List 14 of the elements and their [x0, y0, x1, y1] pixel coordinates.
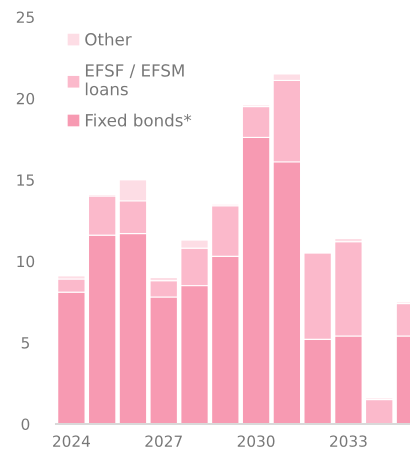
y-tick-label: 15: [17, 174, 34, 186]
x-tick-label: 2033: [330, 435, 367, 447]
y-tick-label: 10: [17, 256, 34, 268]
legend-label: Fixed bonds*: [86, 114, 192, 127]
y-tick-label: 0: [22, 418, 30, 430]
y-tick-label: 5: [22, 337, 29, 349]
bar: [364, 399, 394, 424]
x-tick-label: 2030: [238, 435, 275, 447]
y-tick-label: 25: [16, 11, 34, 24]
y-tick-label: 20: [16, 92, 34, 104]
x-tick-label: 2024: [53, 435, 90, 447]
legend-label: EFSF / EFSM loans: [86, 64, 184, 96]
legend-label: Other: [85, 32, 132, 46]
x-tick-label: 2027: [145, 435, 182, 447]
